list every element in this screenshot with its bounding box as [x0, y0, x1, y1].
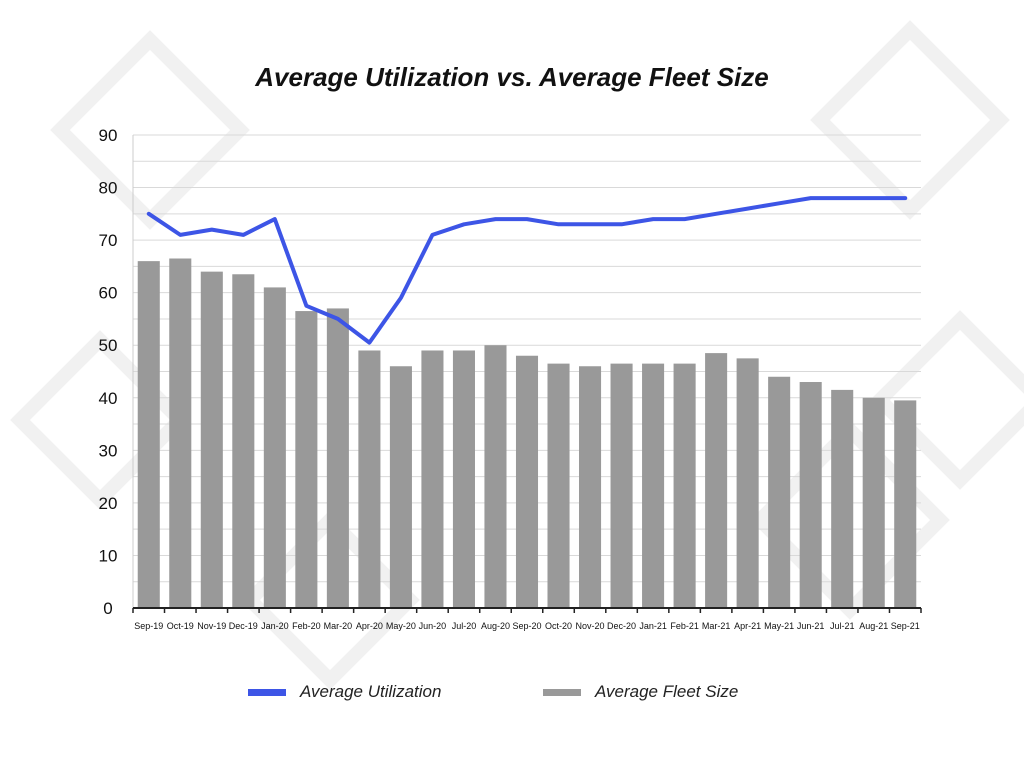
x-tick-label: Jun-20: [419, 621, 447, 631]
x-tick-label: Sep-19: [134, 621, 163, 631]
x-tick-label: Feb-21: [670, 621, 699, 631]
bar-fleet-size: [515, 355, 539, 608]
y-tick-label: 80: [99, 179, 118, 198]
y-tick-label: 10: [99, 546, 118, 565]
x-tick-label: Jan-20: [261, 621, 289, 631]
bar-fleet-size: [326, 308, 349, 608]
bar-fleet-size: [736, 358, 759, 608]
bar-fleet-size: [200, 271, 223, 608]
y-tick-label: 70: [99, 231, 118, 250]
x-tick-label: Feb-20: [292, 621, 321, 631]
line-utilization: [146, 196, 908, 345]
x-tick-label: Oct-20: [545, 621, 572, 631]
x-tick-label: Mar-21: [702, 621, 731, 631]
bar-fleet-size: [484, 345, 507, 608]
bar-fleet-size: [894, 400, 917, 608]
bar-fleet-size: [295, 311, 318, 608]
x-tick-label: Aug-20: [481, 621, 510, 631]
x-tick-label: Sep-20: [512, 621, 541, 631]
bar-fleet-size: [421, 350, 444, 608]
x-tick-label: Sep-21: [891, 621, 920, 631]
bar-fleet-size: [232, 274, 255, 608]
legend-item-fleet-size: Average Fleet Size: [543, 682, 738, 702]
y-tick-label: 20: [99, 494, 118, 513]
bar-fleet-size: [263, 287, 286, 608]
bar-fleet-size: [673, 363, 696, 608]
bar-fleet-size: [705, 353, 728, 608]
y-tick-label: 0: [103, 599, 112, 618]
legend-label-fleet-size: Average Fleet Size: [595, 682, 739, 701]
bar-fleet-size: [452, 350, 475, 608]
x-tick-label: Apr-21: [734, 621, 761, 631]
y-tick-label: 40: [99, 389, 118, 408]
x-tick-label: Aug-21: [859, 621, 888, 631]
x-tick-label: May-20: [386, 621, 416, 631]
bar-fleet-size: [169, 258, 192, 608]
bar-fleet-size: [799, 382, 822, 608]
x-tick-label: Mar-20: [324, 621, 353, 631]
legend-label-utilization: Average Utilization: [300, 682, 442, 701]
bar-fleet-size: [642, 363, 665, 608]
bar-fleet-size: [610, 363, 633, 608]
bar-fleet-size: [862, 397, 885, 608]
y-tick-label: 90: [99, 126, 118, 145]
legend-swatch-utilization: [248, 688, 286, 696]
bar-fleet-size: [137, 261, 160, 608]
x-tick-label: Oct-19: [167, 621, 194, 631]
y-tick-label: 60: [99, 284, 118, 303]
x-tick-label: Jul-20: [452, 621, 477, 631]
legend-item-utilization: Average Utilization: [248, 682, 441, 702]
x-tick-label: May-21: [764, 621, 794, 631]
y-tick-label: 50: [99, 336, 118, 355]
y-tick-label: 30: [99, 441, 118, 460]
x-tick-label: Dec-20: [607, 621, 636, 631]
bar-fleet-size: [358, 350, 381, 608]
x-tick-label: Jun-21: [797, 621, 825, 631]
bar-fleet-size: [831, 389, 854, 608]
bar-fleet-size: [579, 366, 602, 608]
bar-fleet-size: [768, 376, 791, 608]
legend-swatch-fleet-size: [543, 688, 581, 696]
chart-legend: Average Utilization Average Fleet Size: [0, 682, 1024, 712]
x-tick-label: Nov-19: [197, 621, 226, 631]
x-tick-label: Dec-19: [229, 621, 258, 631]
bar-fleet-size: [547, 363, 570, 608]
x-tick-label: Jul-21: [830, 621, 855, 631]
chart-title: Average Utilization vs. Average Fleet Si…: [255, 62, 769, 92]
bar-fleet-size: [389, 366, 412, 608]
x-tick-label: Nov-20: [576, 621, 605, 631]
x-tick-label: Jan-21: [639, 621, 667, 631]
x-tick-label: Apr-20: [356, 621, 383, 631]
